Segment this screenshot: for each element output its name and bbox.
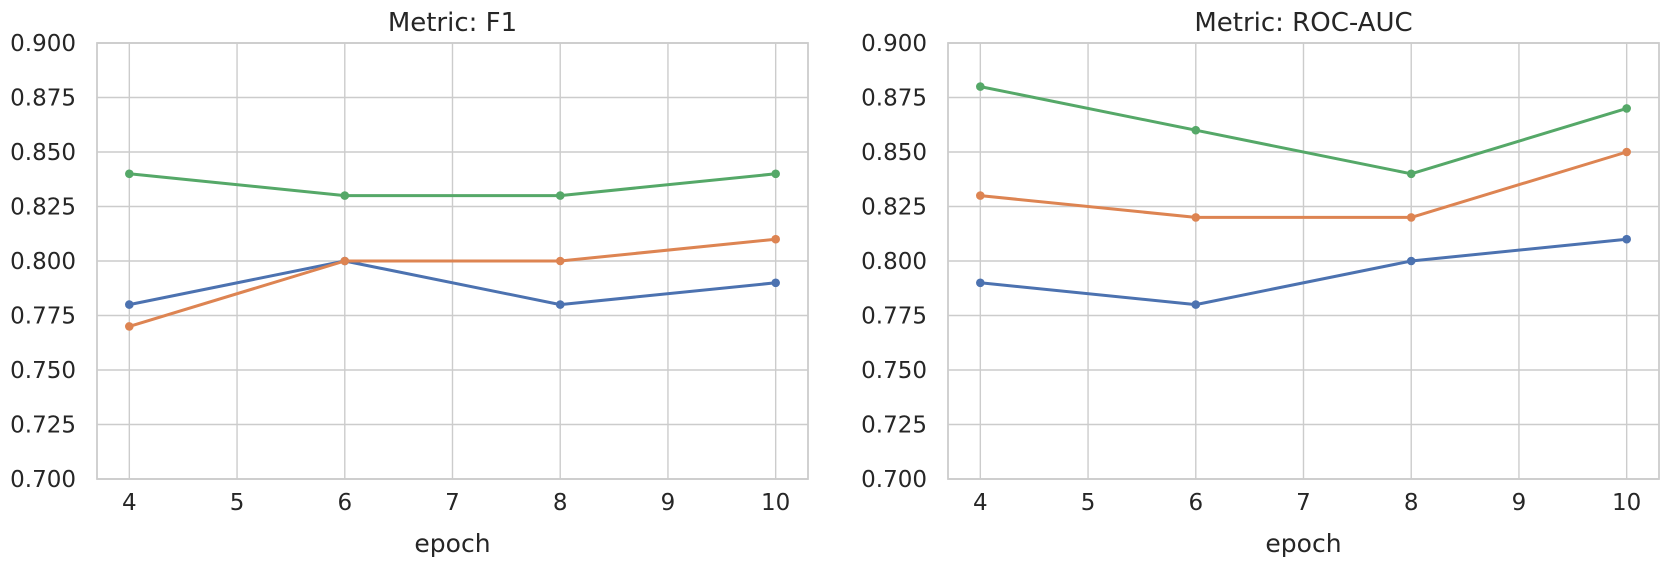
y-tick-labels: 0.900 0.875 0.850 0.825 0.800 0.775 0.750 0.725… [10,31,76,493]
x-tick-label: 8 [553,490,568,516]
green-series-marker [555,191,565,200]
x-axis-label: epoch [414,529,490,558]
x-axis-label: epoch [1265,529,1341,558]
green-series-marker [1191,125,1201,135]
orange-series-marker [976,191,985,200]
green-series [125,169,780,200]
blue-series-marker [555,300,565,309]
chart-roc-auc-title: Metric: ROC-AUC [1194,8,1413,38]
plot-spines [947,42,1660,480]
x-tick-label: 6 [337,490,352,516]
chart-roc-auc-plot: 0.900 0.875 0.850 0.825 0.800 0.775 0.750 0.725… [861,31,1660,558]
x-tick-label: 9 [661,490,676,516]
y-tick-label: 0.900 [861,31,927,57]
chart-f1-plot: 0.900 0.875 0.850 0.825 0.800 0.775 0.750 0.725… [10,31,809,558]
green-series-marker [771,169,780,179]
y-tick-label: 0.850 [10,140,76,166]
orange-series-marker [771,234,780,244]
y-tick-label: 0.750 [861,358,927,384]
y-tick-labels: 0.900 0.875 0.850 0.825 0.800 0.775 0.750 0.725… [861,31,927,493]
y-tick-label: 0.750 [10,358,76,384]
x-tick-label: 7 [445,490,460,516]
blue-series-marker [976,278,985,288]
x-tick-label: 6 [1188,490,1203,516]
y-tick-label: 0.875 [10,86,76,112]
y-tick-label: 0.825 [861,195,927,221]
y-tick-label: 0.700 [10,467,76,493]
blue-series-marker [771,278,780,288]
x-tick-label: 5 [230,490,245,516]
orange-series-marker [1622,147,1631,157]
green-series-marker [976,82,985,91]
orange-series-marker [1191,213,1201,222]
y-tick-label: 0.725 [861,413,927,439]
y-tick-label: 0.700 [861,467,927,493]
y-tick-label: 0.825 [10,195,76,221]
green-series-marker [125,169,134,179]
plot-spines [96,42,809,480]
green-series-marker [1406,169,1416,179]
y-tick-label: 0.800 [10,249,76,275]
chart-roc-auc: Metric: ROC-AUC 0.900 0.875 0.850 0.825 0.80… [836,0,1673,565]
y-tick-label: 0.775 [861,304,927,330]
x-tick-label: 4 [122,490,137,516]
orange-series [125,234,780,331]
green-series-marker [340,191,350,200]
x-tick-label: 7 [1296,490,1311,516]
blue-series-marker [1406,256,1416,266]
x-tick-label: 5 [1081,490,1096,516]
y-tick-label: 0.900 [10,31,76,57]
orange-series-marker [125,322,134,331]
x-tick-labels: 4 5 6 7 8 9 10 [973,490,1641,516]
blue-series-marker [1622,234,1631,244]
y-tick-label: 0.800 [861,249,927,275]
orange-series-marker [1406,213,1416,222]
x-tick-labels: 4 5 6 7 8 9 10 [122,490,790,516]
y-tick-label: 0.725 [10,413,76,439]
blue-series [976,234,1631,309]
x-tick-label: 9 [1512,490,1527,516]
blue-series-marker [125,300,134,309]
gridlines [948,42,1659,480]
x-tick-label: 10 [1612,490,1641,516]
green-series [976,82,1631,179]
y-tick-label: 0.875 [861,86,927,112]
x-tick-label: 10 [761,490,790,516]
x-tick-label: 4 [973,490,988,516]
orange-series-marker [555,256,565,266]
chart-f1-title: Metric: F1 [387,8,518,38]
x-tick-label: 8 [1404,490,1419,516]
orange-series [976,147,1631,222]
green-series-marker [1622,104,1631,113]
orange-series-marker [340,256,350,266]
chart-f1: Metric: F1 0.900 0.875 0.850 0.825 0.800 0.77… [0,0,836,565]
y-tick-label: 0.850 [861,140,927,166]
y-tick-label: 0.775 [10,304,76,330]
blue-series-marker [1191,300,1201,309]
